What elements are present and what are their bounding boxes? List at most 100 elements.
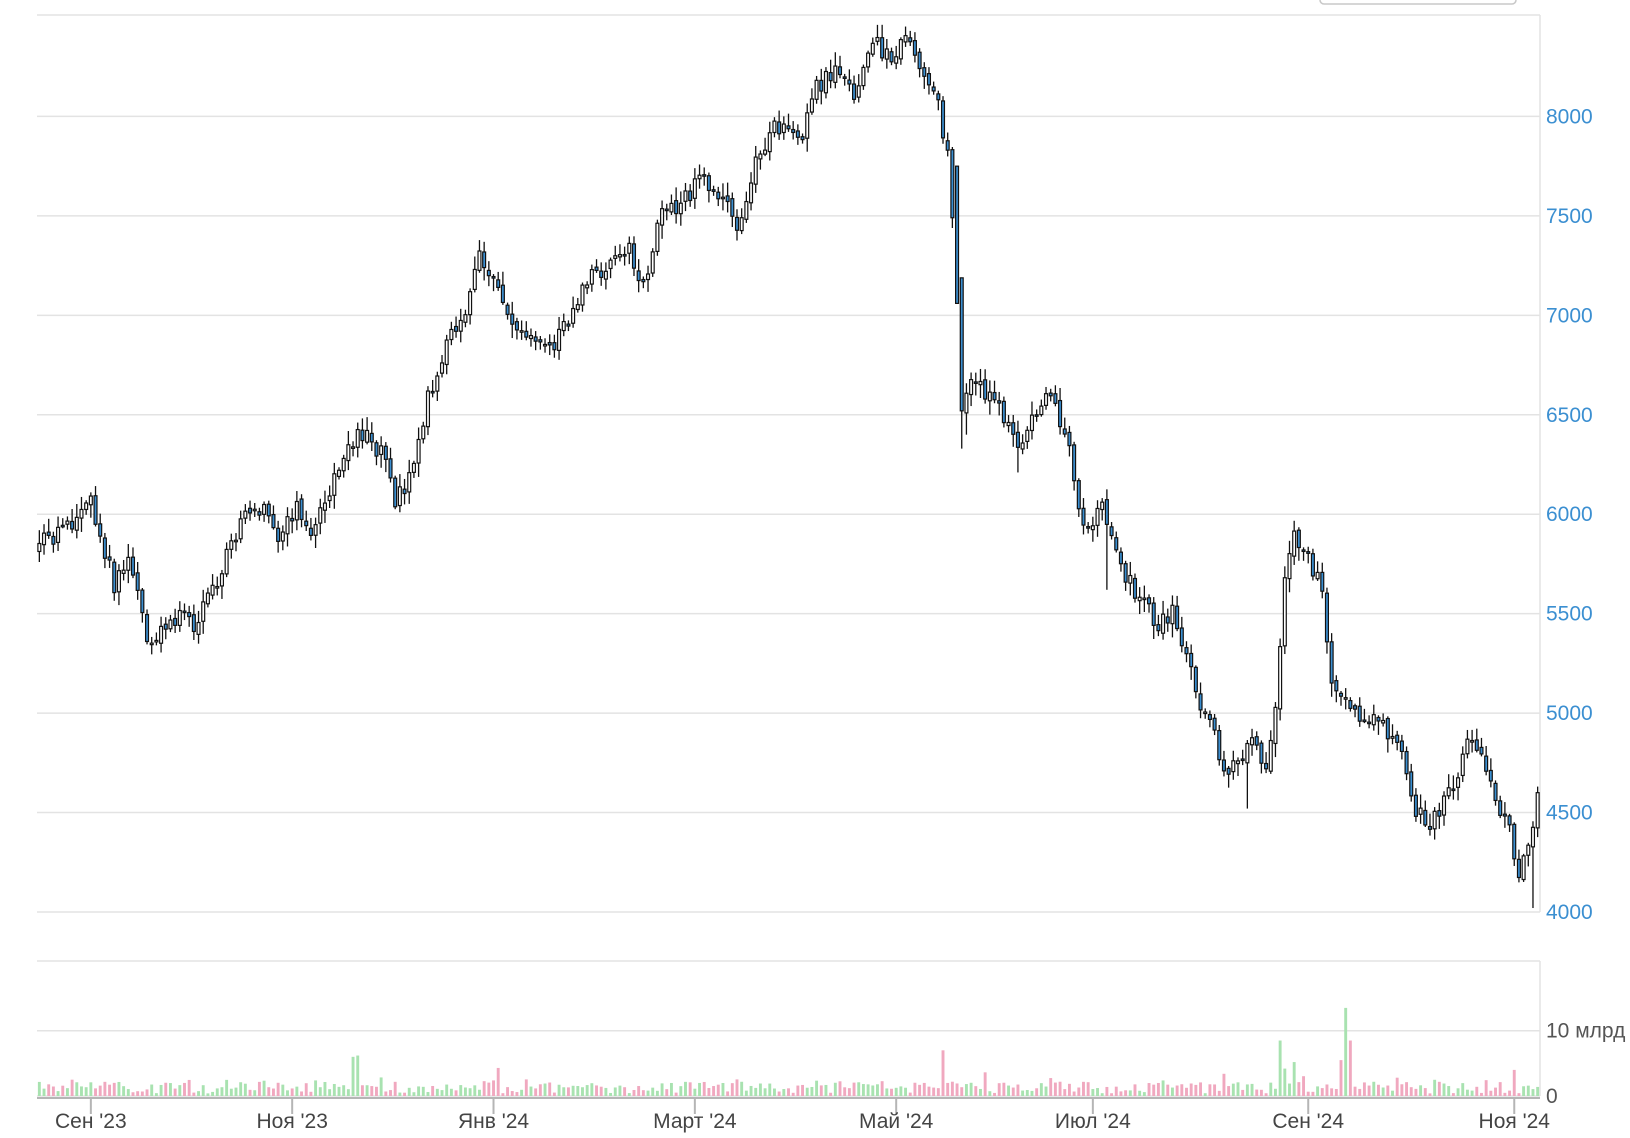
volume-bar: [852, 1082, 856, 1096]
volume-bar: [473, 1085, 477, 1096]
volume-bar: [286, 1090, 289, 1096]
volume-bar: [80, 1086, 83, 1096]
range-selector-button[interactable]: [1319, 0, 1517, 5]
volume-bar: [1386, 1085, 1390, 1096]
candle: [730, 192, 735, 228]
volume-bar: [267, 1087, 271, 1096]
candle: [1385, 716, 1390, 753]
candle: [1067, 425, 1072, 457]
volume-tick-label: 0: [1546, 1085, 1558, 1108]
candle: [894, 45, 899, 70]
volume-bar: [1082, 1081, 1085, 1096]
x-tick-label: Ноя '24: [1479, 1110, 1551, 1133]
volume-bar: [721, 1083, 725, 1096]
volume-bar: [440, 1090, 444, 1096]
candle: [285, 507, 290, 547]
volume-bar: [37, 1081, 41, 1096]
candle: [1226, 765, 1231, 788]
volume-bar: [543, 1083, 547, 1096]
volume-bar: [407, 1087, 411, 1096]
volume-bar: [913, 1082, 917, 1096]
candle: [173, 608, 178, 633]
candle: [552, 334, 557, 358]
volume-bar: [932, 1087, 936, 1096]
volume-bar: [215, 1088, 219, 1096]
candle: [734, 209, 740, 241]
candle: [1207, 710, 1212, 728]
volume-bar: [918, 1084, 922, 1096]
volume-bar: [857, 1082, 861, 1096]
volume-bar: [1330, 1088, 1334, 1096]
volume-bar: [988, 1091, 992, 1096]
x-tick-label: Янв '24: [458, 1110, 529, 1133]
candle: [1165, 608, 1170, 632]
volume-bar: [1480, 1092, 1483, 1096]
candle: [777, 110, 782, 140]
volume-bar: [304, 1083, 308, 1096]
candle: [1343, 688, 1348, 710]
candle: [144, 609, 150, 645]
candle: [631, 236, 637, 277]
volume-bar: [941, 1050, 945, 1096]
volume-bar: [571, 1085, 575, 1096]
volume-bar: [1348, 1040, 1352, 1096]
volume-bar: [768, 1083, 772, 1096]
volume-bar: [871, 1085, 875, 1096]
candle: [407, 459, 412, 504]
price-axis: 4000 4500 5000 5500 6000 6500 7000 7500 8000: [1546, 105, 1593, 924]
candle: [1264, 752, 1269, 774]
volume-bar: [98, 1085, 102, 1096]
volume-bar: [1292, 1062, 1296, 1096]
candle: [187, 605, 192, 627]
candle: [496, 271, 501, 291]
candle: [322, 490, 328, 523]
volume-bar: [604, 1087, 608, 1096]
candle: [613, 245, 618, 266]
candle: [1498, 795, 1503, 819]
candle: [93, 486, 98, 527]
x-tick-label: Ноя '23: [256, 1110, 327, 1133]
volume-bar: [1035, 1088, 1039, 1096]
candle: [112, 558, 117, 601]
candle: [763, 137, 768, 157]
volume-bar: [1512, 1069, 1516, 1096]
candle: [1352, 703, 1358, 718]
volume-bar: [1353, 1086, 1357, 1096]
candle: [814, 75, 819, 104]
candle: [828, 59, 833, 89]
price-tick-label: 5000: [1546, 702, 1593, 725]
volume-bar: [946, 1082, 950, 1096]
candle: [1221, 750, 1227, 777]
candle: [60, 518, 65, 529]
candle: [224, 542, 229, 578]
volume-bar: [1475, 1086, 1479, 1096]
volume-bar: [281, 1084, 285, 1096]
candle: [1058, 387, 1063, 435]
candle: [720, 183, 726, 211]
candle: [304, 510, 309, 531]
volume-bar: [398, 1092, 402, 1096]
volume-bar: [1451, 1093, 1455, 1096]
candle: [299, 494, 304, 528]
volume-axis: 0 10 млрд: [1546, 1020, 1625, 1108]
volume-bar: [421, 1086, 425, 1096]
volume-bar: [763, 1088, 767, 1096]
candle: [1025, 426, 1030, 449]
volume-bar: [890, 1088, 893, 1096]
candle: [247, 500, 253, 521]
candle: [1320, 562, 1325, 599]
volume-bar: [993, 1092, 996, 1096]
volume-bar: [1058, 1081, 1062, 1096]
volume-bar: [1423, 1088, 1427, 1096]
candle: [514, 317, 519, 340]
volume-bar: [145, 1089, 149, 1096]
volume-bar: [548, 1082, 552, 1096]
candle: [688, 184, 693, 207]
candle: [702, 167, 707, 186]
candle: [870, 37, 875, 57]
volume-bar: [496, 1067, 500, 1096]
volume-bar: [206, 1093, 210, 1096]
volume-bar: [356, 1055, 360, 1096]
volume-bar: [908, 1092, 912, 1096]
